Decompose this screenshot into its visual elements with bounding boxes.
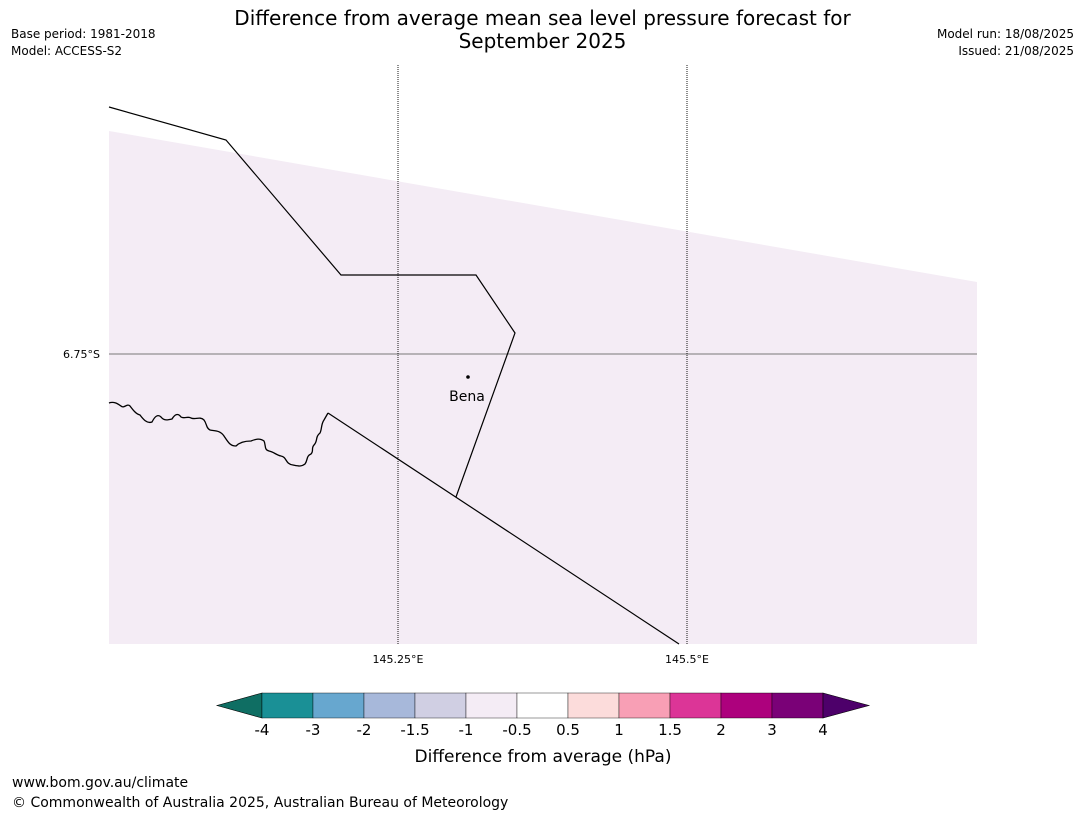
colorbar: -4 -3 -2 -1.5 -1 -0.5 0.5 1 1.5 2 3 4 xyxy=(215,692,871,739)
base-period-text: Base period: 1981-2018 xyxy=(11,27,156,41)
model-text: Model: ACCESS-S2 xyxy=(11,44,123,58)
province-boundary-south xyxy=(327,412,680,645)
colorbar-tick-label: 2 xyxy=(716,721,726,739)
colorbar-tick-label: -2 xyxy=(357,721,372,739)
coastline-boundary xyxy=(108,401,329,467)
colorbar-tick-label: -0.5 xyxy=(502,721,531,739)
meta-right: Model run: 18/08/2025 Issued: 21/08/2025 xyxy=(937,26,1074,60)
title-line-1: Difference from average mean sea level p… xyxy=(234,6,851,30)
colorbar-tick-label: 1 xyxy=(614,721,624,739)
longitude-label-1: 145.25°E xyxy=(373,653,424,666)
colorbar-swatch xyxy=(567,692,620,719)
colorbar-swatch xyxy=(312,692,365,719)
colorbar-swatch xyxy=(669,692,722,719)
colorbar-swatch xyxy=(618,692,671,719)
footer-url[interactable]: www.bom.gov.au/climate xyxy=(12,775,189,791)
anomaly-field xyxy=(109,131,977,644)
colorbar-tick-label: 4 xyxy=(818,721,828,739)
latitude-label: 6.75°S xyxy=(63,348,100,361)
colorbar-swatch xyxy=(414,692,467,719)
issued-text: Issued: 21/08/2025 xyxy=(958,44,1074,58)
colorbar-tick-label: 0.5 xyxy=(556,721,580,739)
colorbar-extend-low xyxy=(215,692,263,719)
colorbar-swatch xyxy=(261,692,314,719)
colorbar-extend-high xyxy=(822,692,871,719)
meta-left: Base period: 1981-2018 Model: ACCESS-S2 xyxy=(11,26,156,60)
colorbar-tick-label: -3 xyxy=(306,721,321,739)
colorbar-tick-label: -1.5 xyxy=(400,721,429,739)
colorbar-tick-label: -4 xyxy=(255,721,270,739)
colorbar-swatch xyxy=(363,692,416,719)
title-line-2: September 2025 xyxy=(458,29,627,53)
colorbar-tick-label: -1 xyxy=(459,721,474,739)
colorbar-tick-label: 1.5 xyxy=(658,721,682,739)
model-run-text: Model run: 18/08/2025 xyxy=(936,27,1074,41)
longitude-label-2: 145.5°E xyxy=(665,653,709,666)
colorbar-swatch xyxy=(465,692,518,719)
colorbar-swatch xyxy=(771,692,824,719)
colorbar-swatch xyxy=(720,692,773,719)
colorbar-tick-label: 3 xyxy=(767,721,777,739)
footer-copyright: © Commonwealth of Australia 2025, Austra… xyxy=(12,795,509,811)
bena-town-marker xyxy=(466,375,470,379)
map-title: Difference from average mean sea level p… xyxy=(0,7,1085,53)
province-boundary-north xyxy=(108,106,516,498)
colorbar-title: Difference from average (hPa) xyxy=(415,747,672,767)
bena-town-label: Bena xyxy=(449,389,485,405)
colorbar-swatch xyxy=(516,692,569,719)
